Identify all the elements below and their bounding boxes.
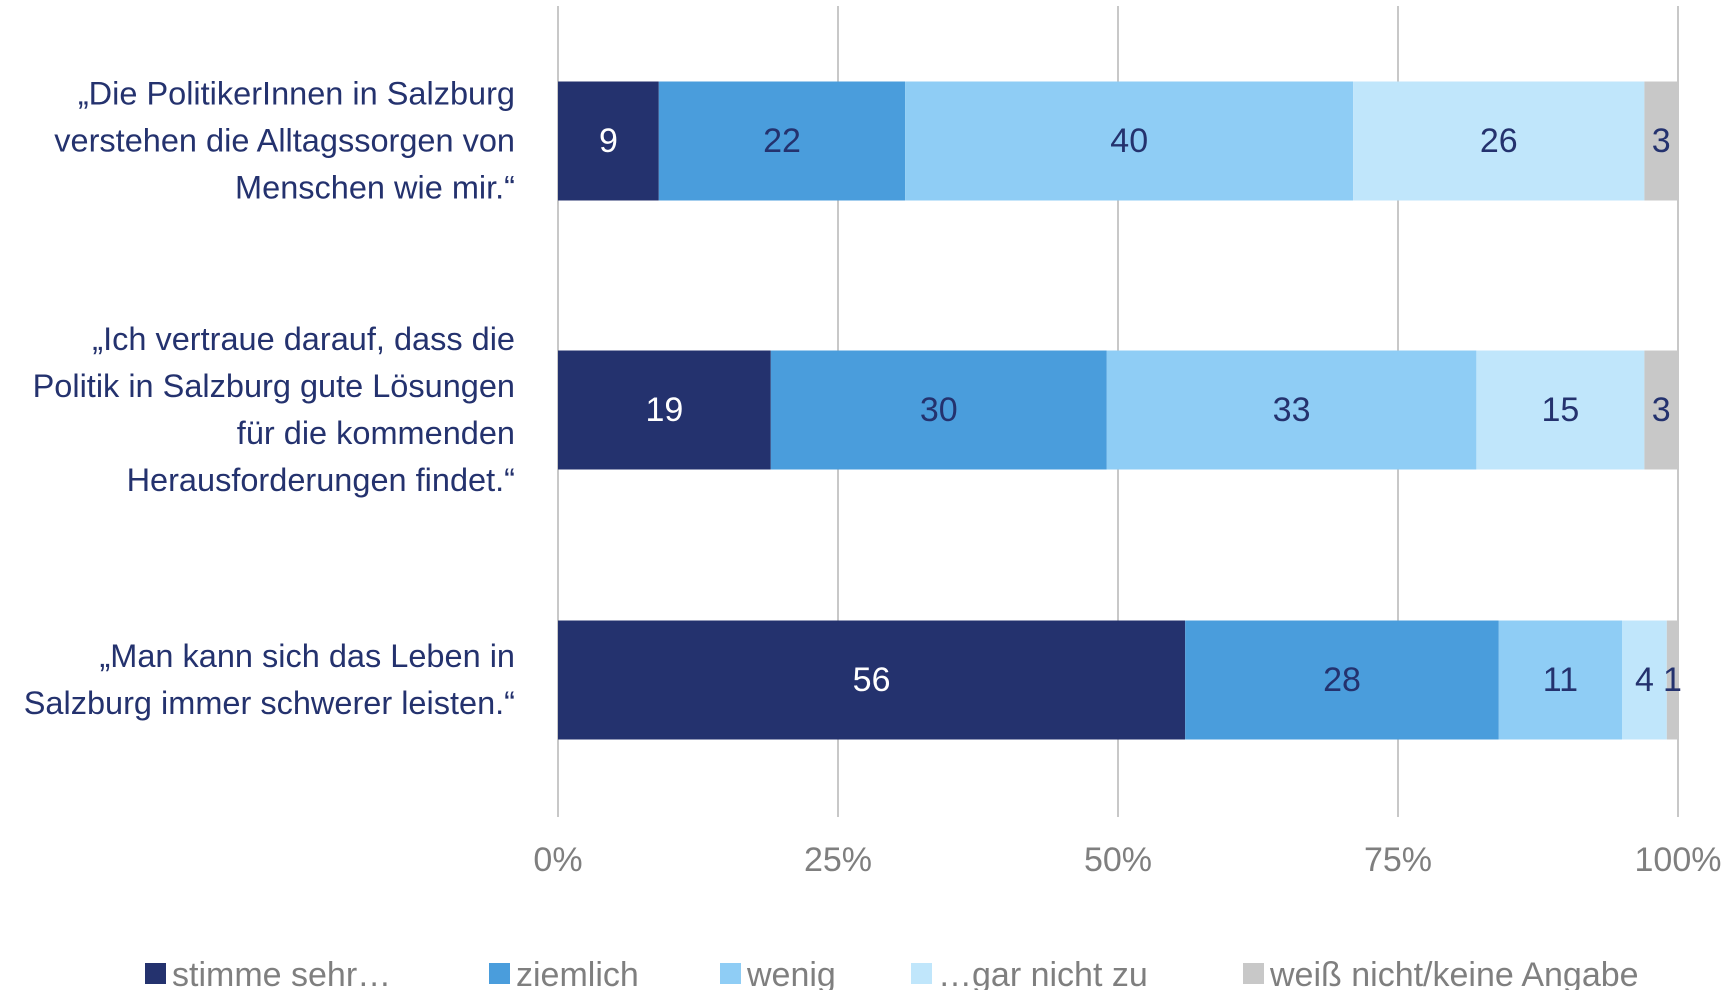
data-label: 9 bbox=[599, 122, 618, 160]
data-label: 3 bbox=[1652, 122, 1671, 160]
legend-label: stimme sehr… bbox=[172, 956, 391, 990]
data-label: 15 bbox=[1541, 391, 1579, 429]
legend-swatch bbox=[720, 963, 741, 984]
bar-segment bbox=[1644, 350, 1678, 470]
bar-segment bbox=[1498, 620, 1622, 740]
bar-segment bbox=[1185, 620, 1499, 740]
data-label: 40 bbox=[1110, 122, 1148, 160]
legend-label: …gar nicht zu bbox=[938, 956, 1148, 990]
legend-label: weiß nicht/keine Angabe bbox=[1269, 956, 1639, 990]
data-label: 56 bbox=[853, 661, 891, 699]
data-label: 26 bbox=[1480, 122, 1518, 160]
category-label: „Die PolitikerInnen in Salzburg verstehe… bbox=[54, 75, 515, 206]
data-label: 22 bbox=[763, 122, 801, 160]
bar-segment bbox=[770, 350, 1107, 470]
bar-segment bbox=[558, 81, 659, 201]
bar-segment bbox=[1476, 350, 1645, 470]
bar-segment bbox=[558, 620, 1186, 740]
bar-segment bbox=[1666, 620, 1678, 740]
data-label: 11 bbox=[1543, 661, 1578, 699]
legend-swatch bbox=[1243, 963, 1264, 984]
data-label: 33 bbox=[1273, 391, 1311, 429]
bar-segment bbox=[1622, 620, 1667, 740]
x-tick-label: 0% bbox=[533, 841, 582, 879]
legend-swatch bbox=[911, 963, 932, 984]
data-label: 4 bbox=[1635, 661, 1654, 699]
category-label: „Ich vertraue darauf, dass die Politik i… bbox=[32, 321, 515, 498]
legend-label: ziemlich bbox=[516, 956, 639, 990]
x-tick-label: 100% bbox=[1635, 841, 1722, 879]
data-label: 28 bbox=[1323, 661, 1361, 699]
bar-segment bbox=[1106, 350, 1477, 470]
bar-segment bbox=[905, 81, 1354, 201]
data-label: 3 bbox=[1652, 391, 1671, 429]
data-label: 30 bbox=[920, 391, 958, 429]
bar-segment bbox=[1353, 81, 1645, 201]
data-label: 1 bbox=[1663, 661, 1682, 699]
data-label: 19 bbox=[645, 391, 683, 429]
bar-segment bbox=[1644, 81, 1678, 201]
bar-segment bbox=[658, 81, 906, 201]
legend-label: wenig bbox=[746, 956, 836, 990]
x-tick-label: 25% bbox=[804, 841, 872, 879]
category-label: „Man kann sich das Leben in Salzburg imm… bbox=[23, 638, 515, 721]
x-tick-label: 50% bbox=[1084, 841, 1152, 879]
x-tick-label: 75% bbox=[1364, 841, 1432, 879]
legend-swatch bbox=[489, 963, 510, 984]
legend-swatch bbox=[145, 963, 166, 984]
bar-segment bbox=[558, 350, 771, 470]
